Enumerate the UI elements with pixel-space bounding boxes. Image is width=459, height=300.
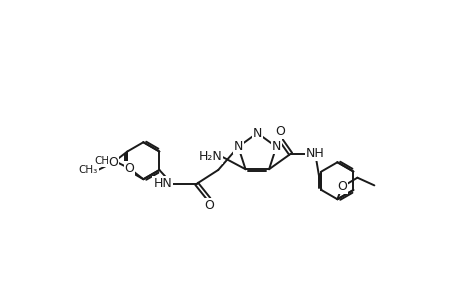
Text: O: O <box>108 156 118 169</box>
Text: O: O <box>336 180 346 194</box>
Text: N: N <box>233 140 242 153</box>
Text: HN: HN <box>153 177 172 190</box>
Text: O: O <box>124 162 134 175</box>
Text: NH: NH <box>305 147 324 160</box>
Text: N: N <box>271 140 280 153</box>
Text: N: N <box>252 127 262 140</box>
Text: H₂N: H₂N <box>198 150 222 164</box>
Text: CH₃: CH₃ <box>95 156 114 166</box>
Text: O: O <box>204 199 213 212</box>
Text: O: O <box>274 125 284 138</box>
Text: CH₃: CH₃ <box>78 165 98 175</box>
